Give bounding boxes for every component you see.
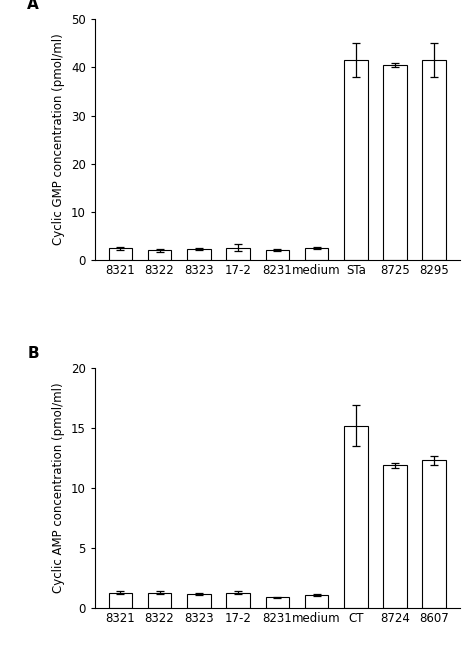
Bar bbox=[265, 250, 289, 259]
Bar bbox=[305, 595, 328, 608]
Bar bbox=[109, 248, 132, 259]
Y-axis label: Cyclic GMP concentration (pmol/ml): Cyclic GMP concentration (pmol/ml) bbox=[52, 34, 65, 245]
Bar bbox=[187, 249, 210, 259]
Y-axis label: Cyclic AMP concentration (pmol/ml): Cyclic AMP concentration (pmol/ml) bbox=[52, 383, 65, 593]
Bar bbox=[383, 65, 407, 259]
Bar bbox=[187, 594, 210, 608]
Bar bbox=[383, 465, 407, 608]
Bar bbox=[265, 597, 289, 608]
Bar bbox=[422, 60, 446, 259]
Text: B: B bbox=[27, 345, 39, 360]
Bar bbox=[148, 250, 171, 259]
Bar bbox=[344, 426, 367, 608]
Bar bbox=[422, 461, 446, 608]
Bar bbox=[109, 593, 132, 608]
Bar bbox=[344, 60, 367, 259]
Bar bbox=[305, 248, 328, 259]
Bar bbox=[148, 593, 171, 608]
Text: A: A bbox=[27, 0, 39, 12]
Bar bbox=[226, 248, 250, 259]
Bar bbox=[226, 593, 250, 608]
